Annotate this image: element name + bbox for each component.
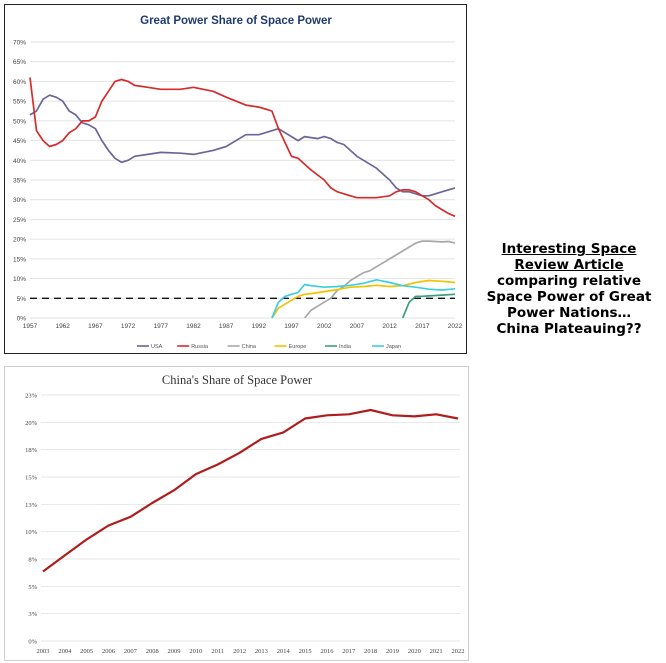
chart2-ytick-label: 18% bbox=[25, 447, 38, 454]
chart1-xtick-label: 2007 bbox=[350, 323, 365, 330]
chart1-ytick-label: 50% bbox=[13, 118, 26, 125]
chart1-series-china bbox=[303, 240, 456, 319]
chart2-ytick-label: 5% bbox=[28, 584, 37, 591]
chart1-xtick-label: 1997 bbox=[284, 323, 299, 330]
chart1-legend-label: Japan bbox=[386, 344, 401, 350]
chart2-ytick-label: 0% bbox=[28, 639, 37, 646]
chart2-xtick-label: 2021 bbox=[430, 648, 443, 655]
caption-line6: China Plateauing?? bbox=[496, 321, 642, 337]
chart2-xtick-label: 2004 bbox=[58, 648, 72, 655]
chart1-ytick-label: 60% bbox=[13, 79, 26, 86]
chart1-series-europe bbox=[271, 279, 456, 319]
chart2-ytick-label: 23% bbox=[25, 393, 38, 400]
chart2-xtick-label: 2019 bbox=[386, 648, 399, 655]
chart2-xtick-label: 2013 bbox=[255, 648, 268, 655]
caption-line3: comparing relative bbox=[497, 273, 641, 289]
chart2-xtick-label: 2015 bbox=[299, 648, 312, 655]
chart1-ytick-label: 65% bbox=[13, 59, 26, 66]
chart2-xtick-label: 2003 bbox=[37, 648, 50, 655]
chart2-xtick-label: 2016 bbox=[320, 648, 334, 655]
chart1-series-india bbox=[401, 293, 456, 319]
chart2-xtick-label: 2011 bbox=[211, 648, 224, 655]
chart1-ytick-label: 5% bbox=[17, 296, 27, 303]
chart1-ytick-label: 0% bbox=[17, 316, 27, 323]
chart2-xtick-label: 2010 bbox=[189, 648, 202, 655]
chart1-series-japan bbox=[271, 278, 456, 319]
chart2-svg: China's Share of Space Power 0% 3% 5% 8% 10% 1… bbox=[25, 373, 465, 655]
caption: Interesting Space Review Article compari… bbox=[474, 241, 664, 337]
caption-line4: Space Power of Great bbox=[486, 289, 652, 305]
chart1-xtick-label: 2017 bbox=[415, 323, 430, 330]
chart1-legend-label: Europe bbox=[289, 344, 307, 350]
chart2-series-china bbox=[42, 408, 459, 573]
chart2-ytick-label: 15% bbox=[25, 475, 38, 482]
chart-china-share: China's Share of Space Power 0% 3% 5% 8% 10% 1… bbox=[4, 366, 469, 661]
chart2-xtick-label: 2012 bbox=[233, 648, 246, 655]
chart1-xtick-label: 1967 bbox=[88, 323, 103, 330]
chart1-xtick-label: 1962 bbox=[55, 323, 70, 330]
chart2-xtick-label: 2006 bbox=[102, 648, 116, 655]
chart2-ytick-label: 10% bbox=[25, 529, 38, 536]
chart1-ytick-label: 70% bbox=[13, 40, 26, 47]
chart1-xtick-label: 1982 bbox=[186, 323, 201, 330]
chart2-xtick-label: 2014 bbox=[277, 648, 291, 655]
chart1-ytick-label: 20% bbox=[13, 237, 26, 244]
chart2-xtick-label: 2009 bbox=[168, 648, 181, 655]
chart2-xtick-label: 2020 bbox=[408, 648, 421, 655]
chart-great-power-share: Great Power Share of Space Power 0% 5% 10% 1… bbox=[4, 4, 467, 354]
chart1-ytick-label: 35% bbox=[13, 178, 26, 185]
chart2-title: China's Share of Space Power bbox=[162, 373, 313, 387]
caption-link-line2[interactable]: Review Article bbox=[514, 257, 624, 273]
chart1-ytick-label: 25% bbox=[13, 217, 26, 224]
chart1-ytick-label: 55% bbox=[13, 99, 26, 106]
chart2-ytick-label: 3% bbox=[28, 611, 37, 618]
chart2-xtick-label: 2018 bbox=[364, 648, 377, 655]
chart1-series-usa bbox=[29, 94, 456, 197]
chart2-xtick-label: 2005 bbox=[80, 648, 93, 655]
chart2-xtick-label: 2022 bbox=[452, 648, 465, 655]
chart2-xtick-label: 2007 bbox=[124, 648, 138, 655]
chart1-ytick-label: 30% bbox=[13, 197, 26, 204]
chart1-legend-label: Russia bbox=[191, 344, 209, 350]
chart1-xtick-label: 1992 bbox=[252, 323, 267, 330]
chart1-ytick-label: 40% bbox=[13, 158, 26, 165]
chart1-xtick-label: 1972 bbox=[121, 323, 136, 330]
chart1-xtick-label: 2002 bbox=[317, 323, 332, 330]
chart1-svg: Great Power Share of Space Power 0% 5% 10% 1… bbox=[13, 15, 463, 350]
chart1-legend-label: India bbox=[339, 344, 352, 350]
chart1-xtick-label: 1987 bbox=[219, 323, 234, 330]
chart2-ytick-label: 13% bbox=[25, 502, 38, 509]
chart2-xtick-label: 2008 bbox=[146, 648, 159, 655]
chart2-ytick-label: 20% bbox=[25, 420, 38, 427]
chart1-ytick-label: 45% bbox=[13, 138, 26, 145]
caption-link-line1[interactable]: Interesting Space bbox=[501, 241, 637, 257]
chart1-ytick-label: 15% bbox=[13, 256, 26, 263]
chart1-title: Great Power Share of Space Power bbox=[140, 15, 332, 27]
chart1-xtick-label: 2012 bbox=[382, 323, 397, 330]
chart1-xtick-label: 1977 bbox=[154, 323, 169, 330]
chart1-xtick-label: 1957 bbox=[23, 323, 38, 330]
chart2-ytick-label: 8% bbox=[28, 557, 37, 564]
chart1-legend-label: China bbox=[242, 344, 257, 350]
chart1-legend-label: USA bbox=[151, 344, 163, 350]
chart1-ytick-label: 10% bbox=[13, 276, 26, 283]
chart1-xtick-label: 2022 bbox=[448, 323, 463, 330]
caption-line5: Power Nations… bbox=[506, 305, 632, 321]
chart2-xtick-label: 2017 bbox=[342, 648, 356, 655]
chart1-series-russia bbox=[29, 77, 456, 218]
